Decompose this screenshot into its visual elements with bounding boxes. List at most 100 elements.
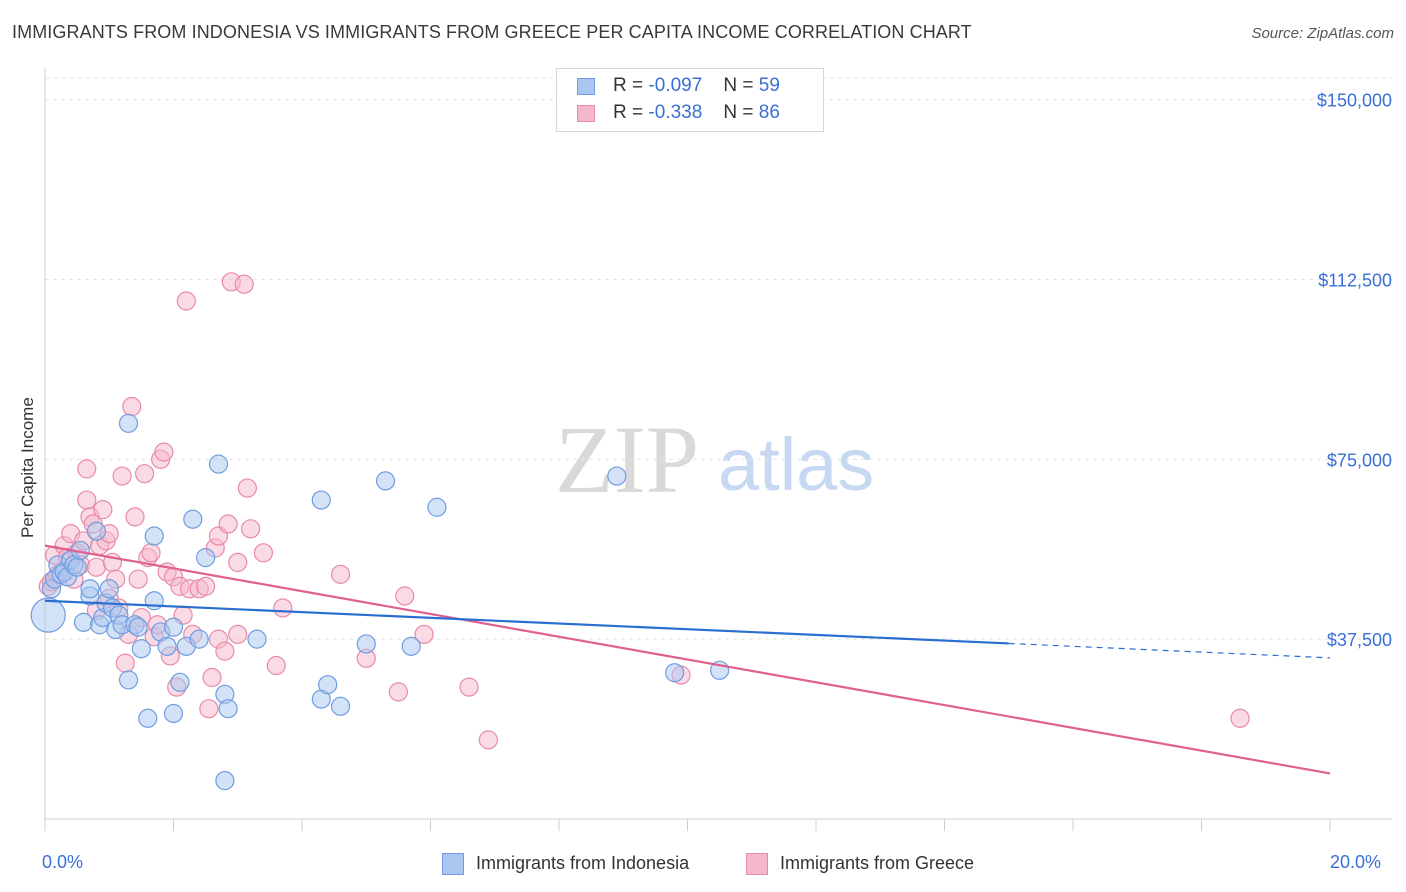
y-tick-label: $75,000 [1327,450,1392,470]
indonesia-point [208,454,229,474]
greece-point [266,655,286,676]
x-tick-min: 0.0% [42,852,84,872]
y-tick-label: $37,500 [1327,630,1392,650]
indonesia-point [189,629,209,649]
r-value-greece: -0.338 [648,102,703,123]
greece-swatch [577,105,595,122]
greece-point [215,641,235,661]
gridlines [45,77,1392,640]
greece-point [134,464,155,484]
indonesia-point [73,612,94,632]
indonesia-point [144,526,164,546]
greece-point [218,514,238,534]
source-credit: Source: ZipAtlas.com [1251,25,1394,42]
indonesia-point [118,413,139,433]
greece-point [154,442,174,462]
indonesia-point [163,703,184,724]
y-tick-label: $150,000 [1317,91,1392,111]
greece-point [241,519,261,539]
r-label: R = [613,102,644,123]
greece-point [395,586,415,606]
greece-point [228,552,248,573]
indonesia-point [665,663,685,683]
indonesia-point [86,521,107,541]
r-value-indonesia: -0.097 [648,75,703,96]
greece-point [77,459,97,479]
greece-point [273,598,293,618]
greece-point [414,624,434,644]
n-label: N = [723,75,754,96]
indonesia-point [183,509,203,529]
greece-point [115,653,135,673]
greece-point [228,624,248,644]
legend-label-greece: Immigrants from Greece [780,853,975,873]
greece-point [86,557,107,577]
indonesia-points [30,413,730,791]
legend-label-indonesia: Immigrants from Indonesia [476,853,690,873]
greece-point [196,576,216,596]
greece-trend-line [44,544,1331,775]
indonesia-legend-swatch [442,853,464,875]
indonesia-point [99,579,119,599]
indonesia-point [218,699,238,719]
indonesia-point [356,634,376,654]
indonesia-point [30,597,66,633]
greece-point [77,490,97,510]
indonesia-point [607,466,627,486]
indonesia-point [131,639,151,659]
greece-point [125,507,145,527]
watermark-zip: ZIP [555,406,699,513]
greece-point [253,543,274,563]
correlation-stats-box: R = -0.097 N = 59 R = -0.338 N = 86 [556,68,824,132]
greece-point [237,478,257,498]
n-value-greece: 86 [758,102,780,123]
indonesia-point [67,557,87,577]
greece-point [330,564,351,584]
indonesia-point [427,497,447,517]
x-tick-max: 20.0% [1330,852,1382,872]
indonesia-swatch [577,78,595,95]
greece-point [176,291,196,311]
greece-point [1230,708,1250,728]
y-tick-label: $112,500 [1318,270,1392,290]
indonesia-point [80,579,100,599]
indonesia-point [330,696,351,716]
indonesia-point [401,636,421,656]
indonesia-point [163,617,184,637]
greece-point [112,466,132,486]
greece-point [122,396,142,417]
indonesia-point [311,490,331,510]
indonesia-point [118,670,139,690]
greece-point [93,500,113,520]
indonesia-point [144,591,164,611]
greece-point [478,730,498,750]
greece-legend-swatch [746,853,768,875]
greece-point [388,682,408,702]
greece-point [234,274,254,294]
indonesia-point [318,675,338,695]
r-label: R = [613,75,644,96]
axes [44,68,1392,831]
indonesia-point [128,617,148,637]
indonesia-point [138,708,158,728]
indonesia-point [196,548,216,568]
y-tick-labels: $37,500 $75,000 $112,500 $150,000 [1317,91,1392,651]
greece-point [199,699,219,719]
trend-lines [44,544,1331,775]
greece-point [459,677,479,697]
indonesia-point [247,629,267,649]
n-value-indonesia: 59 [758,75,780,96]
indonesia-point [170,672,190,692]
indonesia-trend-line [44,599,1009,645]
indonesia-point [375,471,396,491]
indonesia-trend-extension [1008,642,1331,659]
n-label: N = [723,102,754,123]
indonesia-point [215,771,235,791]
chart-title: IMMIGRANTS FROM INDONESIA VS IMMIGRANTS … [12,22,972,42]
greece-point [141,543,161,563]
indonesia-point [157,636,177,656]
greece-point [128,569,148,589]
greece-point [202,667,222,688]
watermark-atlas: atlas [718,423,874,506]
